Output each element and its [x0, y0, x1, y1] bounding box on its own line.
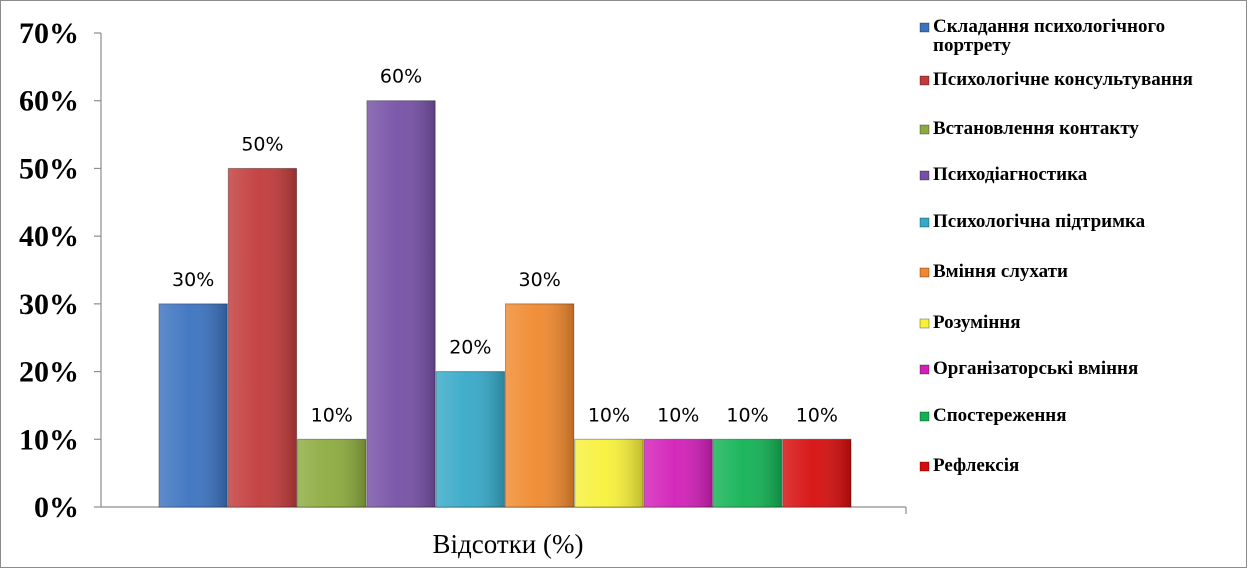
data-label: 30%: [172, 269, 214, 291]
legend-label: Встановлення контакту: [933, 118, 1139, 139]
y-tick-label: 0%: [34, 491, 79, 524]
y-axis: 0% 10% 20% 30% 40% 50% 60% 70%: [19, 17, 907, 524]
legend-label: Психодіагностика: [933, 164, 1088, 185]
data-label: 10%: [657, 404, 699, 426]
legend-swatch: [919, 267, 930, 278]
data-labels: 30% 50% 10% 60% 20% 30% 10% 10% 10% 10%: [172, 66, 838, 427]
y-tick-label: 20%: [19, 356, 79, 389]
bar-shade: [228, 168, 297, 507]
bar: [227, 167, 298, 508]
data-label: 50%: [241, 133, 283, 155]
x-axis-label: Відсотки (%): [433, 529, 584, 559]
bar-shade: [644, 439, 713, 507]
data-label: 20%: [449, 337, 491, 359]
legend-label-cont: портрету: [933, 35, 1011, 56]
bar-shade: [505, 303, 574, 507]
bar-shade: [574, 439, 644, 507]
legend-swatch: [919, 461, 930, 472]
legend-label: Психологічна підтримка: [933, 211, 1146, 232]
bar: [366, 100, 436, 508]
data-label: 10%: [588, 404, 630, 426]
y-tick-label: 60%: [19, 85, 79, 118]
legend-swatch: [919, 217, 930, 228]
legend-label: Психологічне консультування: [933, 69, 1193, 90]
y-tick-label: 10%: [19, 423, 79, 456]
y-tick-label: 40%: [19, 220, 79, 253]
data-label: 60%: [380, 66, 422, 88]
legend-item: Психологічна підтримка: [919, 211, 1146, 232]
legend-label: Спостереження: [933, 405, 1067, 426]
bar-shade: [782, 439, 851, 507]
bar: [297, 438, 367, 508]
legend-label: Складання психологічного: [933, 16, 1165, 37]
legend-label: Рефлексія: [933, 455, 1019, 476]
bar: [643, 438, 713, 508]
legend-label: Організаторські вміння: [933, 358, 1138, 379]
bar: [712, 438, 783, 508]
data-label: 30%: [519, 269, 561, 291]
legend-item: Психодіагностика: [919, 164, 1088, 185]
legend-item: Рефлексія: [919, 455, 1019, 476]
data-label: 10%: [726, 404, 768, 426]
legend-item: Організаторські вміння: [919, 358, 1138, 379]
legend-swatch: [919, 318, 930, 329]
legend-item: Встановлення контакту: [919, 118, 1139, 139]
legend-swatch: [919, 364, 930, 375]
bar: [435, 371, 506, 508]
legend-item: Вміння слухати: [919, 261, 1068, 282]
legend-label: Розуміння: [933, 312, 1021, 333]
legend-swatch: [919, 22, 930, 33]
legend-swatch: [919, 124, 930, 135]
legend-item: Спостереження: [919, 405, 1067, 426]
bar-shade: [366, 100, 436, 507]
bar: [782, 438, 852, 508]
legend-label: Вміння слухати: [933, 261, 1068, 282]
legend-item: Психологічне консультування: [919, 69, 1193, 90]
bar: [158, 303, 228, 508]
legend-swatch: [919, 75, 930, 86]
data-label: 10%: [311, 404, 353, 426]
y-tick-label: 50%: [19, 152, 79, 185]
legend-swatch: [919, 411, 930, 422]
bar-shade: [436, 371, 505, 507]
legend-item: Розуміння: [919, 312, 1021, 333]
bar-shade: [713, 439, 782, 507]
bars: [158, 100, 852, 508]
bar: [505, 303, 575, 508]
bar-shade: [159, 303, 228, 507]
y-tick-label: 70%: [19, 17, 79, 50]
bar: [574, 438, 644, 508]
legend-swatch: [919, 170, 930, 181]
data-label: 10%: [796, 404, 838, 426]
y-tick-label: 30%: [19, 288, 79, 321]
bar-shade: [297, 439, 366, 507]
